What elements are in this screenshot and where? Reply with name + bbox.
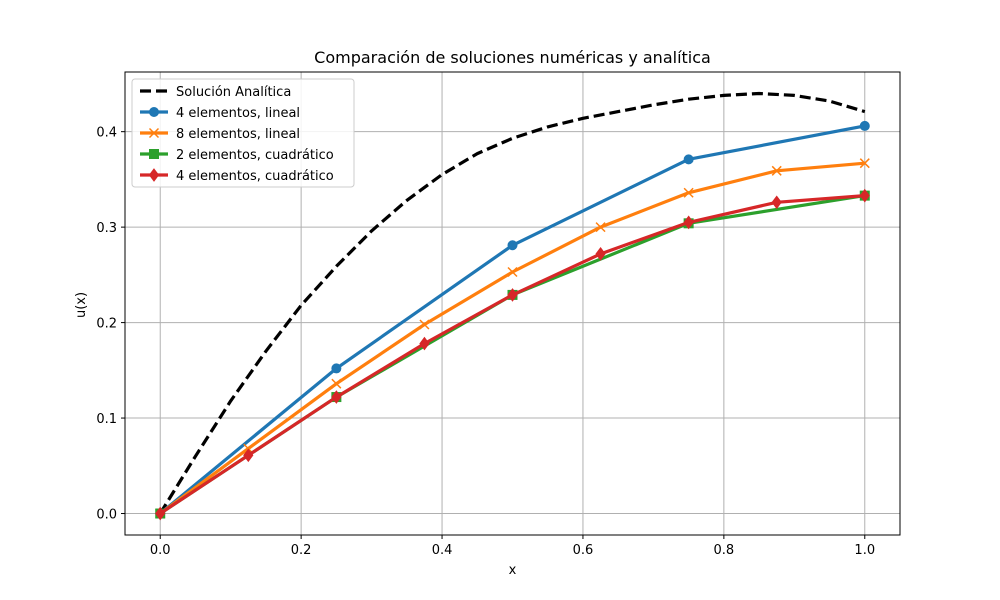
y-tick-label: 0.2 (96, 317, 117, 332)
axis-ticks: 0.0 0.2 0.4 0.6 0.8 1.0 0.0 0.1 0.2 0.3 0.4 (96, 126, 875, 558)
legend-item: 2 elementos, cuadrático (140, 148, 334, 163)
y-axis-title: u(x) (74, 292, 89, 318)
data-point (595, 247, 606, 261)
data-point (149, 149, 159, 159)
legend-label: 4 elementos, cuadrático (176, 169, 334, 184)
data-point (683, 187, 694, 198)
data-point (331, 378, 342, 389)
legend-label: Solución Analítica (176, 85, 291, 100)
y-tick-label: 0.3 (96, 221, 117, 236)
legend-item: Solución Analítica (140, 85, 291, 100)
grid (125, 72, 900, 535)
y-tick-label: 0.1 (96, 412, 117, 427)
data-point (507, 240, 518, 251)
data-point (419, 336, 430, 351)
data-point (148, 168, 160, 182)
data-point (149, 107, 159, 117)
legend-item: 4 elementos, lineal (140, 106, 300, 121)
data-point (243, 448, 254, 463)
series-1 (158, 91, 866, 515)
x-tick-label: 0.6 (573, 543, 594, 558)
legend-label: 2 elementos, cuadrático (176, 148, 334, 163)
x-tick-label: 0.2 (291, 543, 312, 558)
data-point (771, 165, 782, 176)
legend-item: 4 elementos, cuadrático (140, 168, 334, 184)
data-point (859, 188, 870, 203)
legend-label: 4 elementos, lineal (176, 106, 300, 121)
x-axis-title: x (509, 563, 517, 578)
x-tick-label: 1.0 (854, 543, 875, 558)
data-point (595, 222, 606, 233)
plot-frame (124, 71, 901, 536)
data-point (148, 127, 160, 139)
data-point (155, 506, 166, 521)
data-point (771, 195, 782, 210)
series-line (158, 91, 866, 515)
data-point (859, 158, 870, 169)
data-point (507, 266, 518, 278)
data-point (507, 288, 518, 302)
data-point (683, 215, 694, 230)
data-point (419, 319, 430, 330)
legend-label: 8 elementos, lineal (176, 127, 300, 142)
legend: Solución Analítica 4 elementos, lineal 8 e… (131, 78, 355, 188)
legend-box (131, 78, 355, 188)
data-point (859, 120, 870, 131)
series-5 (155, 188, 870, 521)
x-tick-label: 0.4 (432, 543, 453, 558)
data-point (331, 363, 342, 374)
data-point (683, 154, 694, 165)
series-layer (155, 91, 870, 521)
y-tick-label: 0.0 (96, 508, 117, 523)
legend-item: 8 elementos, lineal (140, 127, 300, 142)
y-tick-label: 0.4 (96, 126, 117, 141)
x-tick-label: 0.0 (150, 543, 171, 558)
x-tick-label: 0.8 (714, 543, 735, 558)
chart-title: Comparación de soluciones numéricas y an… (314, 48, 711, 67)
data-point (331, 390, 342, 404)
